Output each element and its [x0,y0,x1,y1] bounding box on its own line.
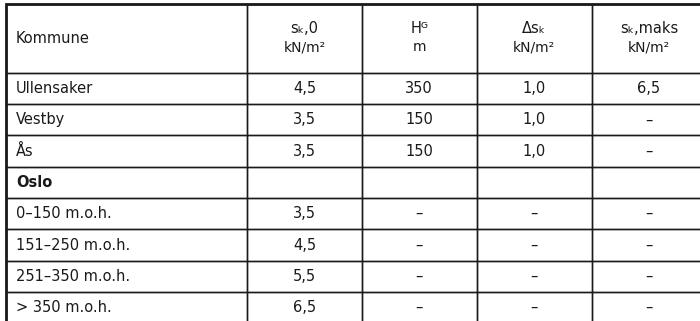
Text: 6,5: 6,5 [637,81,661,96]
Bar [477,4,592,73]
Bar [362,261,477,292]
Bar [477,230,592,261]
Text: kN/m²: kN/m² [628,40,670,54]
Bar [247,104,362,135]
Text: sₖ,maks: sₖ,maks [620,21,678,36]
Text: sₖ,0: sₖ,0 [290,21,318,36]
Bar [6,292,247,321]
Bar [592,73,700,104]
Text: 1,0: 1,0 [522,81,546,96]
Text: –: – [645,269,652,284]
Text: Δsₖ: Δsₖ [522,21,546,36]
Bar [6,167,247,198]
Bar [592,261,700,292]
Bar [477,198,592,230]
Text: –: – [645,206,652,221]
Bar [477,167,592,198]
Bar [477,73,592,104]
Text: 3,5: 3,5 [293,112,316,127]
Bar [592,4,700,73]
Text: 4,5: 4,5 [293,238,316,253]
Text: –: – [645,112,652,127]
Text: Ullensaker: Ullensaker [16,81,93,96]
Bar [592,135,700,167]
Bar [362,4,477,73]
Text: –: – [416,300,423,315]
Text: –: – [531,269,538,284]
Text: 350: 350 [405,81,433,96]
Bar [247,292,362,321]
Text: > 350 m.o.h.: > 350 m.o.h. [16,300,112,315]
Bar [362,292,477,321]
Bar [362,230,477,261]
Text: 6,5: 6,5 [293,300,316,315]
Bar [247,135,362,167]
Bar [592,104,700,135]
Text: m: m [412,40,426,54]
Text: –: – [531,300,538,315]
Text: –: – [416,238,423,253]
Bar [362,104,477,135]
Bar [592,230,700,261]
Text: 251–350 m.o.h.: 251–350 m.o.h. [16,269,130,284]
Text: Hᴳ: Hᴳ [410,21,428,36]
Text: 151–250 m.o.h.: 151–250 m.o.h. [16,238,130,253]
Bar [6,198,247,230]
Text: 150: 150 [405,143,433,159]
Bar [592,292,700,321]
Bar [6,261,247,292]
Bar [247,4,362,73]
Text: 1,0: 1,0 [522,112,546,127]
Bar [6,4,247,73]
Text: –: – [531,206,538,221]
Bar [247,261,362,292]
Text: –: – [531,238,538,253]
Bar [6,230,247,261]
Text: –: – [645,238,652,253]
Bar [477,292,592,321]
Bar [362,135,477,167]
Text: Vestby: Vestby [16,112,65,127]
Bar [247,230,362,261]
Bar [247,167,362,198]
Text: 150: 150 [405,112,433,127]
Bar [6,135,247,167]
Bar [477,261,592,292]
Bar [6,73,247,104]
Bar [592,167,700,198]
Bar [247,73,362,104]
Bar [592,198,700,230]
Text: 3,5: 3,5 [293,206,316,221]
Text: 4,5: 4,5 [293,81,316,96]
Bar [477,135,592,167]
Text: Kommune: Kommune [16,31,90,46]
Bar [362,198,477,230]
Bar [477,104,592,135]
Text: 0–150 m.o.h.: 0–150 m.o.h. [16,206,112,221]
Text: –: – [416,206,423,221]
Text: –: – [645,300,652,315]
Text: 1,0: 1,0 [522,143,546,159]
Text: 5,5: 5,5 [293,269,316,284]
Text: kN/m²: kN/m² [284,40,326,54]
Text: Oslo: Oslo [16,175,52,190]
Bar [6,104,247,135]
Text: –: – [416,269,423,284]
Text: kN/m²: kN/m² [513,40,555,54]
Bar [247,198,362,230]
Text: 3,5: 3,5 [293,143,316,159]
Bar [362,167,477,198]
Bar [362,73,477,104]
Text: –: – [645,143,652,159]
Text: Ås: Ås [16,143,34,159]
